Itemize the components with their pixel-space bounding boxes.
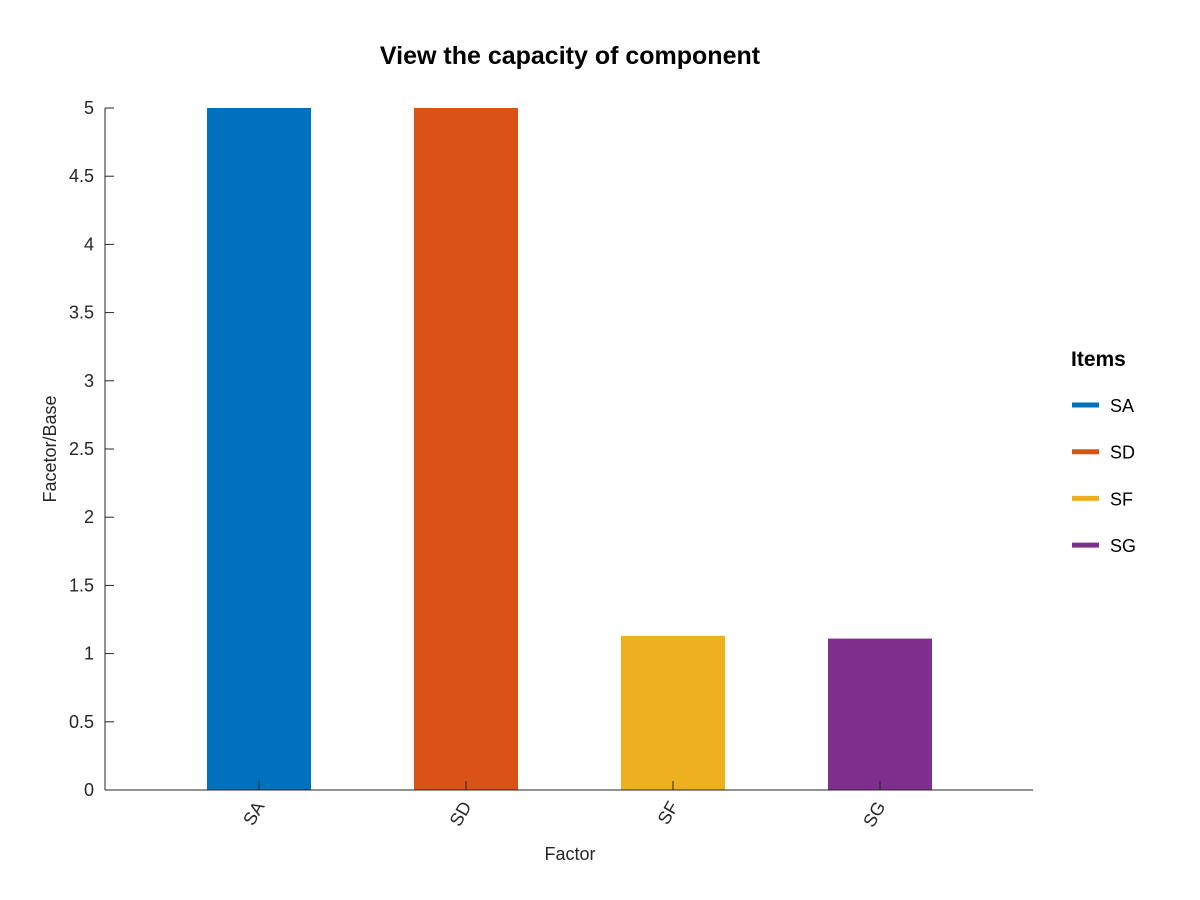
- y-axis-ticks: 0 0.5 1 1.5 2 2.5 3 3.5 4 4.5 5: [69, 98, 114, 800]
- y-tick-label: 5: [84, 98, 94, 118]
- x-tick-label: SD: [446, 798, 476, 830]
- x-tick-label: SG: [859, 798, 889, 831]
- bar-sa: [207, 108, 311, 790]
- legend-entries: SA SD SF SG: [1072, 396, 1136, 556]
- legend-label-sf: SF: [1110, 489, 1133, 509]
- bars-group: [207, 108, 932, 790]
- y-tick-label: 2: [84, 507, 94, 527]
- legend-label-sg: SG: [1110, 536, 1136, 556]
- y-tick-label: 3.5: [69, 303, 94, 323]
- x-tick-label: SA: [239, 798, 268, 829]
- bar-sf: [621, 635, 725, 790]
- legend-label-sa: SA: [1110, 396, 1134, 416]
- chart-title: View the capacity of component: [380, 42, 761, 70]
- y-tick-label: 4.5: [69, 166, 94, 186]
- x-tick-label: SF: [654, 798, 683, 828]
- x-axis-ticks: SA SD SF SG: [239, 781, 889, 831]
- y-axis-label: Facetor/Base: [40, 395, 60, 502]
- legend: Items SA SD SF SG: [1071, 348, 1136, 556]
- legend-title: Items: [1071, 348, 1126, 371]
- bar-sg: [828, 638, 932, 790]
- y-tick-label: 1: [84, 644, 94, 664]
- y-tick-label: 3: [84, 371, 94, 391]
- y-tick-label: 4: [84, 234, 94, 254]
- x-axis-label: Factor: [544, 844, 595, 864]
- y-tick-label: 0.5: [69, 712, 94, 732]
- bar-sd: [414, 108, 518, 790]
- y-tick-label: 0: [84, 780, 94, 800]
- y-tick-label: 1.5: [69, 575, 94, 595]
- legend-label-sd: SD: [1110, 443, 1135, 463]
- y-tick-label: 2.5: [69, 439, 94, 459]
